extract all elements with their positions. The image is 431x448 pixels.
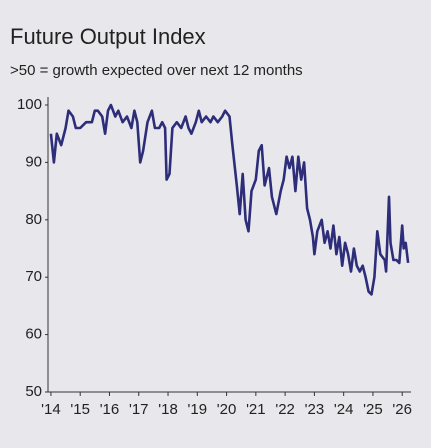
x-tick-label: '18 [158, 401, 178, 418]
x-tick-label: '14 [41, 401, 61, 418]
x-tick-label: '23 [305, 401, 325, 418]
y-tick-label: 100 [17, 96, 42, 113]
x-tick-label: '15 [70, 401, 90, 418]
y-tick-label: 80 [25, 211, 42, 228]
x-tick-label: '19 [188, 401, 208, 418]
line [49, 103, 410, 296]
y-tick-label: 90 [25, 153, 42, 170]
chart-subtitle: >50 = growth expected over next 12 month… [10, 62, 303, 79]
y-tick-label: 70 [25, 268, 42, 285]
x-tick-label: '17 [129, 401, 149, 418]
x-tick-label: '26 [392, 401, 412, 418]
y-tick-label: 50 [25, 383, 42, 400]
x-tick-label: '25 [363, 401, 383, 418]
x-tick-label: '21 [246, 401, 266, 418]
x-tick-label: '20 [217, 401, 237, 418]
x-tick-label: '22 [275, 401, 295, 418]
x-tick-label: '16 [100, 401, 120, 418]
y-tick-label: 60 [25, 326, 42, 343]
x-tick-label: '24 [334, 401, 354, 418]
chart-title: Future Output Index [10, 24, 206, 49]
